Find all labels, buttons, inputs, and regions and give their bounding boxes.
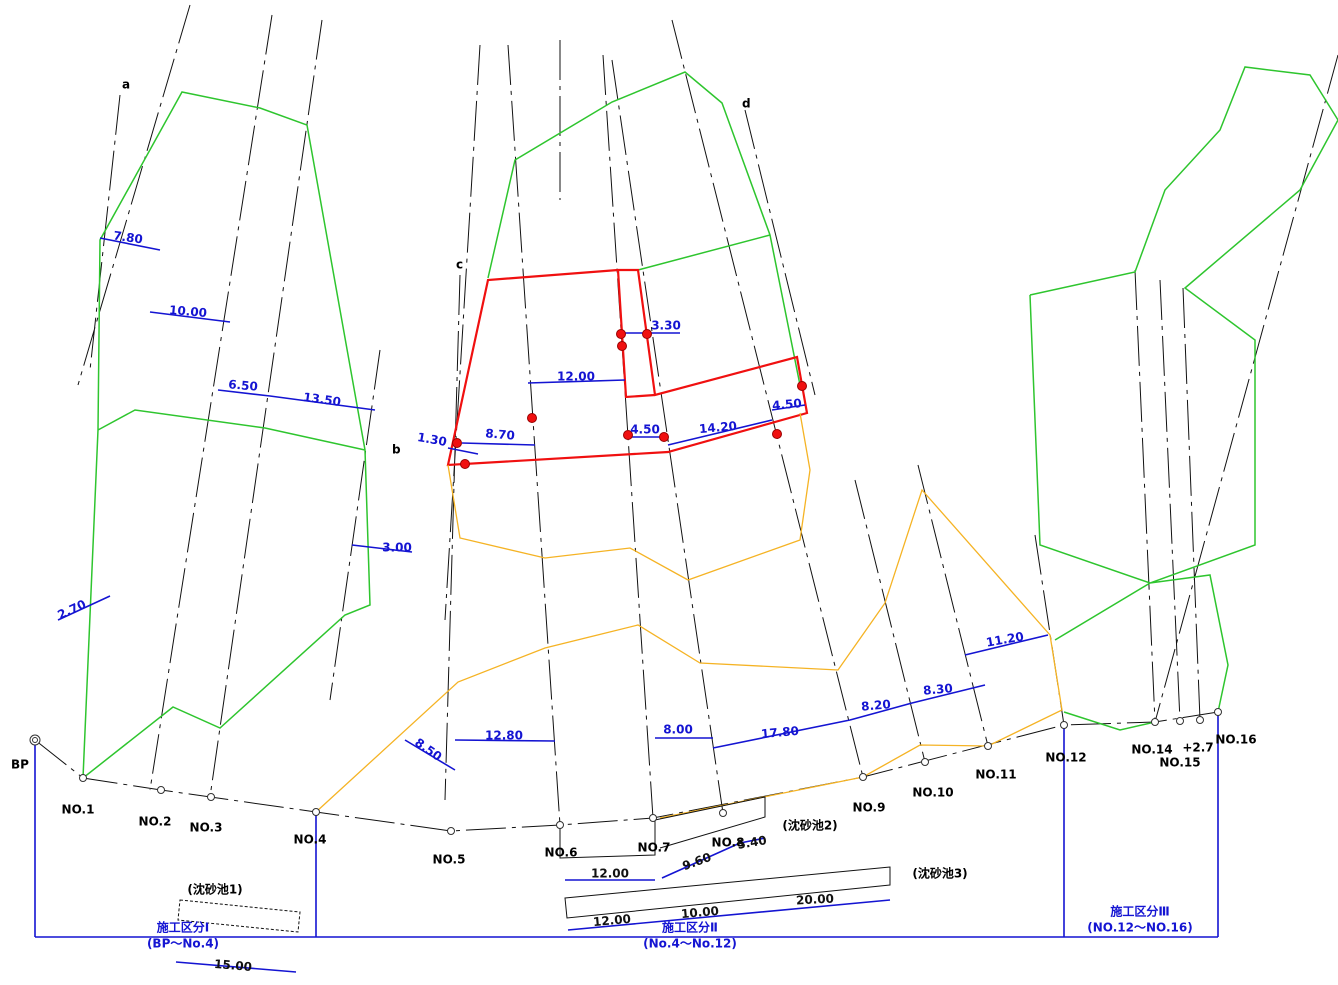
- red-marker: [659, 432, 669, 442]
- station-label: NO.1: [62, 803, 95, 817]
- dimension-label: 15.00: [214, 957, 253, 974]
- station-point: [1151, 718, 1159, 726]
- section-title: 施工区分Ⅲ: [1110, 904, 1169, 919]
- red-marker: [460, 459, 470, 469]
- station-label: NO.5: [433, 853, 466, 867]
- dimension-lines: [34, 237, 1219, 973]
- station-point: [79, 774, 87, 782]
- station-point: [207, 793, 215, 801]
- dimension-label: 4.50: [772, 396, 803, 413]
- dimension-label: 12.00: [591, 867, 629, 881]
- dimension-label: 11.20: [985, 629, 1025, 649]
- dimension-label: 7.80: [112, 229, 143, 247]
- station-point: [157, 786, 165, 794]
- ponds-outline: [177, 796, 891, 933]
- station-label: NO.9: [853, 801, 886, 815]
- red-marker: [617, 341, 627, 351]
- red-marker: [616, 329, 626, 339]
- station-point: [859, 773, 867, 781]
- green-outlines: [82, 66, 1338, 780]
- station-point: [984, 742, 992, 750]
- dimension-label: 10.00: [169, 303, 208, 320]
- station-label: NO.14: [1131, 743, 1172, 757]
- red-markers: [452, 329, 807, 469]
- section-letter: c: [456, 258, 463, 272]
- dimension-label: 1.30: [416, 430, 448, 449]
- section-letter: a: [122, 78, 130, 92]
- dimension-label: 8.50: [412, 735, 444, 763]
- dimension-label: 3.00: [382, 541, 412, 555]
- dimension-label: 9.60: [681, 850, 714, 873]
- red-marker: [797, 381, 807, 391]
- dimension-label: 5.40: [736, 833, 768, 852]
- pond-label: (沈砂池1): [187, 882, 242, 897]
- section-range: (NO.12～NO.16): [1087, 921, 1192, 935]
- center-lines: [34, 4, 1338, 832]
- dimension-label: 4.50: [630, 423, 660, 437]
- red-marker: [527, 413, 537, 423]
- station-point: [921, 758, 929, 766]
- dimension-label: 14.20: [698, 419, 737, 436]
- station-label: NO.12: [1045, 751, 1086, 765]
- section-letter: b: [392, 443, 401, 457]
- station-label: NO.7: [638, 841, 671, 855]
- dimension-label: 12.80: [485, 729, 523, 743]
- dimension-label: 8.20: [861, 697, 892, 714]
- dimension-label: 12.00: [557, 370, 595, 384]
- dimension-label: 10.00: [680, 904, 719, 921]
- station-point: [649, 814, 657, 822]
- station-point: [447, 827, 455, 835]
- station-label: NO.16: [1215, 733, 1256, 747]
- station-point: [1214, 708, 1222, 716]
- station-point: [1176, 717, 1184, 725]
- dimension-label: 13.50: [302, 390, 342, 409]
- dimension-label: 12.00: [592, 912, 631, 929]
- red-outline: [446, 268, 809, 467]
- pond-label: (沈砂池2): [782, 818, 837, 833]
- section-letter: d: [742, 97, 751, 111]
- section-range: (BP～No.4): [147, 937, 219, 951]
- station-point: [1196, 716, 1204, 724]
- station-label: NO.2: [139, 815, 172, 829]
- station-label: NO.11: [975, 768, 1016, 782]
- pond-label: (沈砂池3): [912, 866, 967, 881]
- section-title: 施工区分Ⅰ: [157, 920, 209, 935]
- station-point: [312, 808, 320, 816]
- orange-outlines: [315, 412, 1063, 819]
- dimension-label: 3.30: [651, 319, 681, 333]
- station-label: NO.6: [545, 846, 578, 860]
- dimension-label: 17.80: [760, 724, 799, 741]
- red-marker: [623, 430, 633, 440]
- station-label: NO.8: [712, 836, 745, 850]
- station-point: [1060, 721, 1068, 729]
- dimension-label: 8.70: [485, 426, 516, 443]
- section-range: (No.4～No.12): [643, 937, 737, 951]
- red-marker: [772, 429, 782, 439]
- station-point: [556, 821, 564, 829]
- red-marker: [452, 438, 462, 448]
- dimension-label: 8.30: [923, 681, 954, 698]
- station-label: NO.4: [294, 833, 327, 847]
- dimension-label: 20.00: [796, 892, 835, 908]
- station-label: +2.7: [1182, 741, 1213, 755]
- station-point: [32, 737, 38, 743]
- station-label: NO.3: [190, 821, 223, 835]
- station-label: NO.15: [1159, 756, 1200, 770]
- dimension-label: 6.50: [228, 377, 259, 394]
- dimension-label: 2.70: [55, 597, 88, 622]
- station-label: NO.10: [912, 786, 953, 800]
- section-title: 施工区分Ⅱ: [662, 920, 718, 935]
- stations: BP NO.1 NO.2 NO.3 NO.4 NO.5 NO.6 NO.7 NO.8 NO.9 NO…: [11, 708, 1257, 867]
- station-point: [719, 809, 727, 817]
- dimension-label: 8.00: [663, 723, 693, 737]
- red-marker: [642, 329, 652, 339]
- station-label: BP: [11, 758, 29, 772]
- station-point: [29, 734, 41, 746]
